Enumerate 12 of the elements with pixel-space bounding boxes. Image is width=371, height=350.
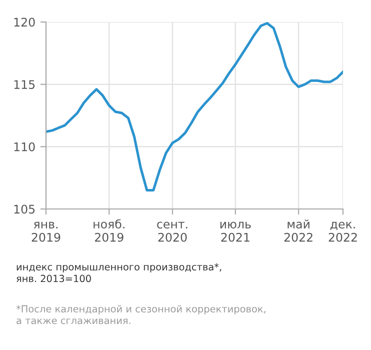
text: индекс промышленного производства*, янв. 2013=100: [16, 263, 222, 282]
x-tick-label: май 2022: [284, 219, 312, 242]
x-tick-label: сент. 2020: [157, 222, 188, 242]
y-tick-label: 115: [14, 80, 35, 89]
x-tick-label: дек. 2022: [328, 222, 357, 242]
text: *После календарной и сезонной корректировок, а также сглаживания.: [16, 305, 266, 324]
y-tick-label: 105: [14, 204, 35, 214]
x-tick-label: июль 2021: [220, 222, 251, 242]
y-tick-label: 110: [14, 142, 35, 152]
y-tick-label: 120: [14, 18, 35, 27]
x-tick-label: нояб. 2019: [94, 219, 124, 242]
x-tick-label: янв. 2019: [32, 222, 60, 242]
